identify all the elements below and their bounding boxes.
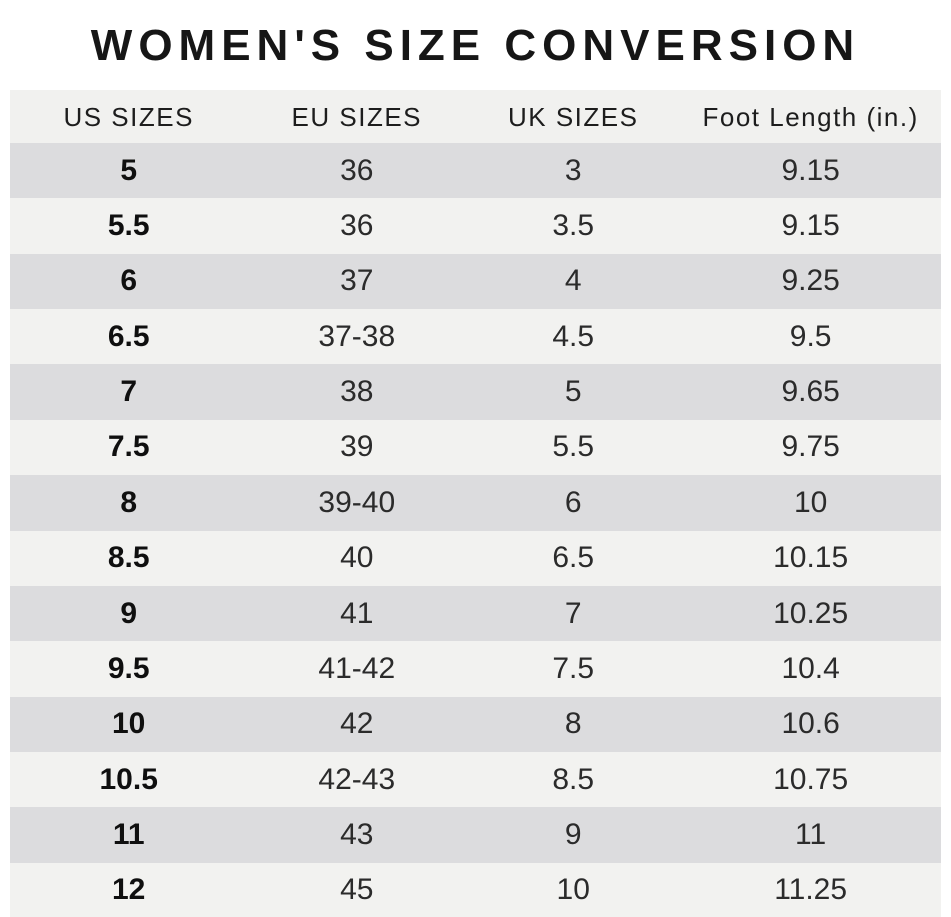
uk-size-cell: 3 bbox=[564, 153, 582, 187]
uk-size-cell: 7 bbox=[564, 596, 582, 630]
uk-size-cell: 5.5 bbox=[552, 430, 595, 464]
table-row: 7.5 39 5.5 9.75 bbox=[10, 419, 941, 476]
uk-size-cell: 8.5 bbox=[552, 762, 595, 796]
header-foot-length: Foot Length (in.) bbox=[702, 101, 919, 132]
table-row: 5 36 3 9.15 bbox=[10, 143, 941, 199]
us-size-cell: 6.5 bbox=[107, 319, 150, 353]
table-row: 8.5 40 6.5 10.15 bbox=[10, 530, 941, 586]
us-size-cell: 9 bbox=[120, 596, 138, 630]
uk-size-cell: 9 bbox=[564, 817, 582, 851]
us-size-cell: 6 bbox=[120, 264, 138, 298]
us-size-cell: 5 bbox=[120, 153, 138, 187]
uk-size-cell: 3.5 bbox=[552, 209, 595, 243]
table-body: 5 36 3 9.15 5.5 36 3.5 9.15 6 37 4 9.25 6.5 37-38 4.5 9… bbox=[10, 143, 941, 917]
us-size-cell: 8 bbox=[120, 485, 138, 519]
eu-size-cell: 43 bbox=[340, 817, 374, 851]
eu-size-cell: 41-42 bbox=[318, 651, 396, 685]
table-row: 9 41 7 10.25 bbox=[10, 585, 941, 642]
us-size-cell: 7.5 bbox=[107, 430, 150, 464]
table-row: 11 43 9 11 bbox=[10, 807, 941, 863]
us-size-cell: 7 bbox=[120, 375, 138, 409]
eu-size-cell: 40 bbox=[340, 541, 374, 575]
table-row: 12 45 10 11.25 bbox=[10, 862, 941, 917]
eu-size-cell: 36 bbox=[340, 209, 374, 243]
uk-size-cell: 7.5 bbox=[552, 651, 595, 685]
foot-length-cell: 10.75 bbox=[773, 762, 849, 796]
eu-size-cell: 38 bbox=[340, 375, 374, 409]
uk-size-cell: 4.5 bbox=[552, 319, 595, 353]
eu-size-cell: 41 bbox=[340, 596, 374, 630]
table-row: 6 37 4 9.25 bbox=[10, 253, 941, 310]
table-row: 8 39-40 6 10 bbox=[10, 475, 941, 531]
eu-size-cell: 39 bbox=[340, 430, 374, 464]
eu-size-cell: 39-40 bbox=[318, 485, 396, 519]
header-uk-sizes: UK SIZES bbox=[507, 101, 639, 132]
foot-length-cell: 9.5 bbox=[789, 319, 832, 353]
uk-size-cell: 5 bbox=[564, 375, 582, 409]
foot-length-cell: 9.15 bbox=[781, 153, 840, 187]
table-header-row: US SIZES EU SIZES UK SIZES Foot Length (… bbox=[10, 90, 941, 143]
foot-length-cell: 9.75 bbox=[781, 430, 840, 464]
us-size-cell: 12 bbox=[112, 873, 146, 907]
table-row: 10 42 8 10.6 bbox=[10, 696, 941, 752]
table-row: 5.5 36 3.5 9.15 bbox=[10, 198, 941, 254]
eu-size-cell: 37 bbox=[340, 264, 374, 298]
us-size-cell: 8.5 bbox=[107, 541, 150, 575]
uk-size-cell: 6 bbox=[564, 485, 582, 519]
eu-size-cell: 45 bbox=[340, 873, 374, 907]
table-row: 7 38 5 9.65 bbox=[10, 364, 941, 420]
us-size-cell: 11 bbox=[112, 817, 145, 851]
foot-length-cell: 11 bbox=[795, 817, 827, 851]
page-title: WOMEN'S SIZE CONVERSION bbox=[90, 21, 861, 70]
us-size-cell: 10.5 bbox=[99, 762, 158, 796]
foot-length-cell: 10 bbox=[793, 485, 828, 519]
foot-length-cell: 9.65 bbox=[781, 375, 840, 409]
foot-length-cell: 9.25 bbox=[781, 264, 840, 298]
uk-size-cell: 8 bbox=[564, 707, 582, 741]
uk-size-cell: 10 bbox=[556, 873, 590, 907]
foot-length-cell: 10.4 bbox=[781, 651, 840, 685]
eu-size-cell: 37-38 bbox=[318, 319, 396, 353]
us-size-cell: 9.5 bbox=[107, 651, 150, 685]
foot-length-cell: 10.15 bbox=[773, 541, 849, 575]
us-size-cell: 5.5 bbox=[107, 209, 150, 243]
header-eu-sizes: EU SIZES bbox=[291, 101, 423, 132]
eu-size-cell: 42 bbox=[340, 707, 374, 741]
foot-length-cell: 10.25 bbox=[773, 596, 849, 630]
uk-size-cell: 6.5 bbox=[552, 541, 595, 575]
foot-length-cell: 10.6 bbox=[781, 707, 840, 741]
header-us-sizes: US SIZES bbox=[63, 101, 194, 132]
uk-size-cell: 4 bbox=[564, 264, 582, 298]
us-size-cell: 10 bbox=[112, 707, 146, 741]
table-row: 10.5 42-43 8.5 10.75 bbox=[10, 751, 941, 808]
foot-length-cell: 9.15 bbox=[781, 209, 840, 243]
eu-size-cell: 36 bbox=[340, 153, 374, 187]
size-conversion-table: US SIZES EU SIZES UK SIZES Foot Length (… bbox=[10, 90, 941, 917]
foot-length-cell: 11.25 bbox=[774, 873, 848, 907]
table-row: 9.5 41-42 7.5 10.4 bbox=[10, 641, 941, 697]
table-row: 6.5 37-38 4.5 9.5 bbox=[10, 309, 941, 365]
eu-size-cell: 42-43 bbox=[318, 762, 396, 796]
